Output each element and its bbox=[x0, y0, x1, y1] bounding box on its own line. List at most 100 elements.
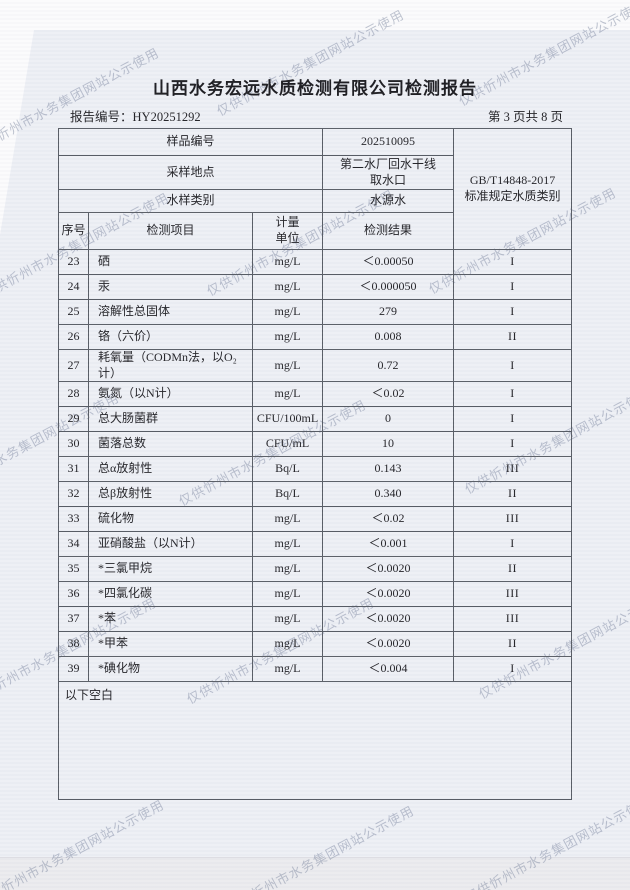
cell-index: 33 bbox=[58, 506, 89, 533]
cell-item: 总β放射性 bbox=[88, 481, 253, 508]
cell-result: ＜0.02 bbox=[322, 506, 455, 533]
cell-index: 38 bbox=[58, 631, 89, 658]
cell-unit: Bq/L bbox=[251, 456, 324, 483]
table-row: 24 汞 mg/L ＜0.000050 I bbox=[58, 274, 573, 300]
table-row: 26 铬（六价） mg/L 0.008 II bbox=[58, 324, 573, 350]
blank-footer-row: 以下空白 bbox=[57, 681, 573, 801]
cell-index: 35 bbox=[58, 556, 89, 583]
cell-item: *甲苯 bbox=[88, 631, 253, 658]
cell-class: II bbox=[453, 556, 573, 583]
sampling-site-value: 第二水厂回水干线 取水口 bbox=[322, 155, 455, 190]
sample-id-label: 样品编号 bbox=[57, 128, 324, 156]
cell-result: 0 bbox=[322, 406, 455, 433]
cell-item: 硒 bbox=[88, 249, 253, 275]
cell-unit: mg/L bbox=[251, 381, 324, 408]
cell-item: 汞 bbox=[88, 274, 253, 300]
cell-class: I bbox=[453, 381, 573, 408]
cell-index: 24 bbox=[58, 274, 89, 300]
cell-unit: mg/L bbox=[251, 324, 324, 350]
table-row: 37 *苯 mg/L ＜0.0020 III bbox=[58, 606, 573, 633]
col-header-index: 序号 bbox=[58, 212, 89, 250]
cell-result: ＜0.00050 bbox=[322, 249, 455, 275]
cell-item: 溶解性总固体 bbox=[88, 299, 253, 325]
cell-result: ＜0.000050 bbox=[322, 274, 455, 300]
report-meta: 报告编号：HY20251292 第 3 页共 8 页 bbox=[70, 106, 563, 125]
cell-result: ＜0.0020 bbox=[322, 581, 455, 608]
cell-result: ＜0.0020 bbox=[322, 606, 455, 633]
table-row: 23 硒 mg/L ＜0.00050 I bbox=[58, 249, 573, 275]
table-row: 32 总β放射性 Bq/L 0.340 II bbox=[58, 481, 573, 508]
cell-unit: mg/L bbox=[251, 656, 324, 683]
cell-result: ＜0.02 bbox=[322, 381, 455, 408]
cell-unit: mg/L bbox=[251, 348, 324, 383]
cell-item: *三氯甲烷 bbox=[88, 556, 253, 583]
sample-info-row: 水样类别 水源水 bbox=[57, 189, 572, 213]
water-type-label: 水样类别 bbox=[57, 189, 324, 213]
report-number: 报告编号：HY20251292 bbox=[70, 106, 201, 125]
scan-edge-bottom bbox=[0, 858, 630, 890]
sample-id-value: 202510095 bbox=[322, 128, 455, 156]
cell-class: III bbox=[453, 456, 573, 483]
table-row: 28 氨氮（以N计） mg/L ＜0.02 I bbox=[58, 381, 573, 408]
col-header-item: 检测项目 bbox=[88, 212, 253, 250]
water-type-value: 水源水 bbox=[322, 189, 455, 213]
cell-unit: mg/L bbox=[251, 274, 324, 300]
page-corner-fold bbox=[0, 30, 34, 235]
cell-index: 31 bbox=[58, 456, 89, 483]
cell-result: ＜0.004 bbox=[322, 656, 455, 683]
cell-item: 总α放射性 bbox=[88, 456, 253, 483]
cell-unit: CFU/mL bbox=[251, 431, 324, 458]
cell-class: I bbox=[453, 656, 573, 683]
table-row: 29 总大肠菌群 CFU/100mL 0 I bbox=[58, 406, 573, 433]
cell-result: 0.340 bbox=[322, 481, 455, 508]
cell-index: 26 bbox=[58, 324, 89, 350]
cell-unit: Bq/L bbox=[251, 481, 324, 508]
cell-class: III bbox=[453, 506, 573, 533]
table-row: 31 总α放射性 Bq/L 0.143 III bbox=[58, 456, 573, 483]
cell-class: I bbox=[453, 406, 573, 433]
table-row: 35 *三氯甲烷 mg/L ＜0.0020 II bbox=[58, 556, 573, 583]
scan-edge-top bbox=[0, 0, 630, 30]
cell-result: 279 bbox=[322, 299, 455, 325]
cell-index: 29 bbox=[58, 406, 89, 433]
cell-unit: mg/L bbox=[251, 531, 324, 558]
table-row: 39 *碘化物 mg/L ＜0.004 I bbox=[58, 656, 573, 683]
cell-class: III bbox=[453, 581, 573, 608]
table-row: 34 亚硝酸盐（以N计） mg/L ＜0.001 I bbox=[58, 531, 573, 558]
table-row: 36 *四氯化碳 mg/L ＜0.0020 III bbox=[58, 581, 573, 608]
page-indicator: 第 3 页共 8 页 bbox=[487, 110, 563, 124]
cell-item: 硫化物 bbox=[88, 506, 253, 533]
cell-item: 氨氮（以N计） bbox=[88, 381, 253, 408]
cell-result: ＜0.001 bbox=[322, 531, 455, 558]
cell-unit: mg/L bbox=[251, 506, 324, 533]
cell-index: 28 bbox=[58, 381, 89, 408]
cell-result: ＜0.0020 bbox=[322, 631, 455, 658]
table-row: 25 溶解性总固体 mg/L 279 I bbox=[58, 299, 573, 325]
col-header-result: 检测结果 bbox=[322, 212, 455, 250]
cell-unit: mg/L bbox=[251, 249, 324, 275]
cell-class: II bbox=[453, 631, 573, 658]
cell-index: 27 bbox=[58, 348, 89, 383]
cell-index: 37 bbox=[58, 606, 89, 633]
cell-class: I bbox=[453, 299, 573, 325]
sampling-site-label: 采样地点 bbox=[57, 155, 324, 190]
cell-item: *四氯化碳 bbox=[88, 581, 253, 608]
table-row: 30 菌落总数 CFU/mL 10 I bbox=[58, 431, 573, 458]
cell-result: 0.008 bbox=[322, 324, 455, 350]
report-number-label: 报告编号： bbox=[70, 110, 133, 124]
cell-class: II bbox=[453, 481, 573, 508]
cell-result: 10 bbox=[322, 431, 455, 458]
cell-unit: mg/L bbox=[251, 631, 324, 658]
table-row: 38 *甲苯 mg/L ＜0.0020 II bbox=[58, 631, 573, 658]
cell-result: ＜0.0020 bbox=[322, 556, 455, 583]
cell-item: 耗氧量（CODMn法，以O₂计） bbox=[88, 348, 253, 383]
cell-unit: mg/L bbox=[251, 581, 324, 608]
sample-info-row: 样品编号 202510095 GB/T14848-2017 标准规定水质类别 bbox=[57, 128, 573, 250]
cell-unit: mg/L bbox=[251, 556, 324, 583]
cell-class: I bbox=[453, 348, 573, 383]
cell-result: 0.72 bbox=[322, 348, 455, 383]
cell-index: 30 bbox=[58, 431, 89, 458]
table-row: 27 耗氧量（CODMn法，以O₂计） mg/L 0.72 I bbox=[58, 348, 573, 383]
cell-index: 34 bbox=[58, 531, 89, 558]
